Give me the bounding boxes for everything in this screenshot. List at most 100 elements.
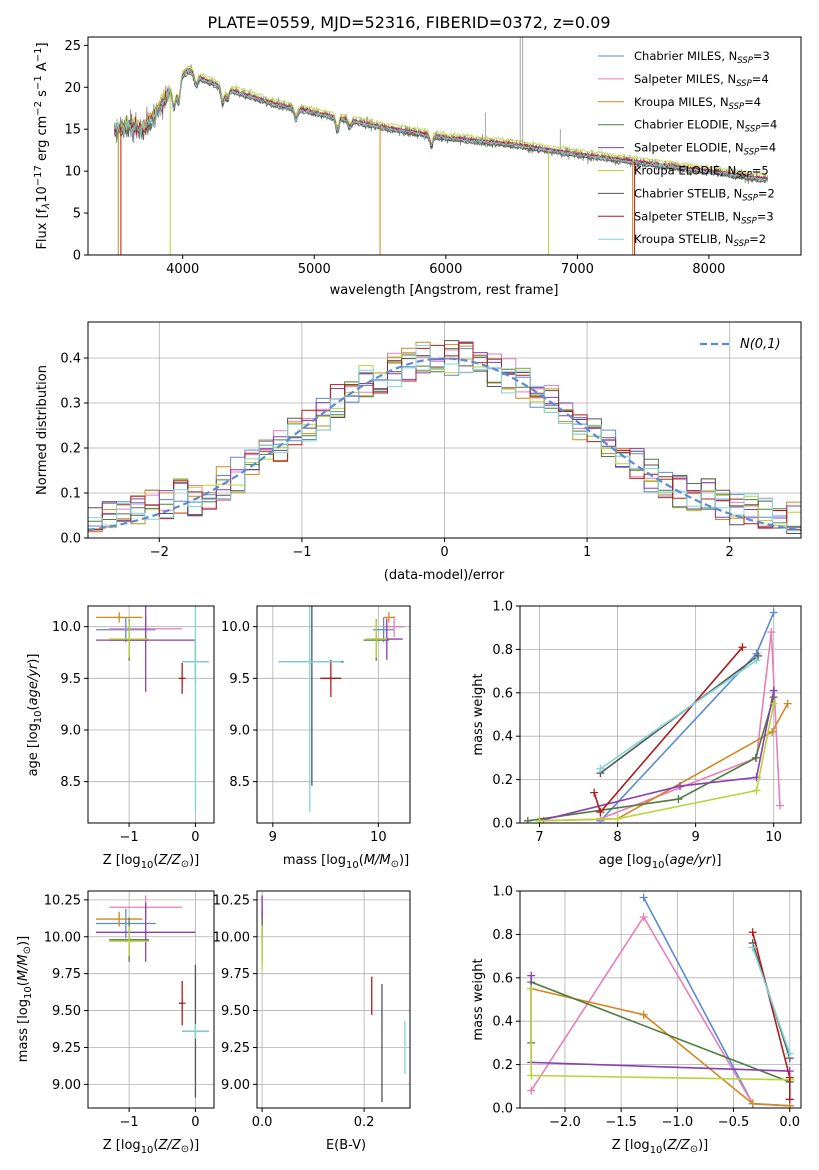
spectrum-panel: 4000 5000 6000 7000 8000 0 5 10 15 20 25 PLATE=0559… xyxy=(33,13,802,298)
legend-subscript: SSP xyxy=(736,171,752,181)
plus-marker xyxy=(535,816,544,823)
plus-marker xyxy=(775,801,784,810)
plus-marker xyxy=(768,727,777,736)
y-tick-label: 9.75 xyxy=(221,967,250,982)
x-tick-label: 0.0 xyxy=(779,1115,800,1130)
x-tick-label: 7000 xyxy=(561,262,594,277)
x-tick-label: 9 xyxy=(269,830,277,845)
plus-marker xyxy=(754,651,763,660)
x-tick-label: 0 xyxy=(440,545,448,560)
x-tick-label: −1 xyxy=(120,1115,139,1130)
legend-label: Chabrier ELODIE, NSSP=4 xyxy=(634,118,777,135)
legend-label: Salpeter ELODIE, NSSP=4 xyxy=(634,141,776,158)
y-tick-label: 0.0 xyxy=(492,817,513,832)
plot-area xyxy=(88,340,801,538)
plus-marker xyxy=(752,786,761,795)
model-spectrum-line xyxy=(114,64,769,177)
x-tick-label: 7 xyxy=(535,830,543,845)
y-tick-label: 1.0 xyxy=(492,885,513,900)
x-tick-label: 0 xyxy=(191,830,199,845)
y-tick-label: 10.0 xyxy=(52,620,81,635)
y-tick-label: 0.2 xyxy=(492,773,513,788)
legend-label: Salpeter STELIB, NSSP=3 xyxy=(634,209,774,226)
y-tick-label: 20 xyxy=(64,81,81,96)
legend-label: Kroupa STELIB, NSSP=2 xyxy=(634,232,766,249)
plus-marker xyxy=(738,643,747,652)
x-tick-label: 9 xyxy=(691,830,699,845)
plus-marker xyxy=(527,1086,536,1095)
plus-marker xyxy=(752,656,761,665)
plus-marker xyxy=(676,782,685,791)
x-tick-label: 2 xyxy=(726,545,734,560)
plus-marker xyxy=(527,984,536,993)
y-axis-label: Normed distribution xyxy=(35,365,50,495)
y-tick-label: 9.5 xyxy=(60,672,81,687)
plot-area xyxy=(523,608,792,823)
y-tick-label: 25 xyxy=(64,39,81,54)
x-axis-label: Z [log10(Z/Z⊙)] xyxy=(103,853,200,871)
legend-value: =4 xyxy=(760,118,777,132)
normal-reference-curve xyxy=(88,357,801,532)
x-axis-label: E(B-V) xyxy=(326,1138,366,1153)
series-line xyxy=(527,696,775,822)
y-tick-label: 10.25 xyxy=(44,893,81,908)
y-tick-label: 0 xyxy=(73,249,81,264)
plus-marker xyxy=(523,816,532,823)
y-tick-label: 0.8 xyxy=(492,643,513,658)
model-spectrum-line xyxy=(113,72,769,184)
y-tick-label: 8.5 xyxy=(229,775,250,790)
plus-marker xyxy=(639,1010,648,1019)
y-axis-label: mass weight xyxy=(471,958,486,1040)
massweight-vs-age-panel: 7 8 9 10 0.0 0.2 0.4 0.6 0.8 1.0 mass weight age [l… xyxy=(471,600,802,871)
axes-frame xyxy=(256,890,411,1109)
residual-histogram-panel: −2 −1 0 1 2 0.0 0.1 0.2 0.3 0.4 N(0,1) (data-model)… xyxy=(35,321,802,583)
axes-frame xyxy=(87,890,215,1109)
legend-label: Chabrier MILES, NSSP=3 xyxy=(634,49,770,66)
plus-marker xyxy=(783,699,792,708)
x-tick-label: 8000 xyxy=(692,262,725,277)
legend-subscript: SSP xyxy=(742,193,758,203)
y-tick-label: 8.5 xyxy=(60,775,81,790)
y-tick-label: 0.1 xyxy=(60,487,81,502)
y-tick-label: 0.0 xyxy=(60,532,81,547)
x-tick-label: 0 xyxy=(191,1115,199,1130)
plot-area xyxy=(113,37,769,255)
massweight-vs-metallicity-panel: −2.0 −1.5 −1.0 −0.5 0.0 0.0 0.2 0.4 0.6 0.8 1.0 mas… xyxy=(471,885,802,1156)
y-tick-label: 5 xyxy=(73,207,81,222)
x-axis-label: (data-model)/error xyxy=(384,568,505,583)
legend-value: =4 xyxy=(752,72,769,86)
x-tick-label: −0.5 xyxy=(718,1115,750,1130)
series-line xyxy=(543,703,789,822)
y-axis-label: mass weight xyxy=(471,673,486,755)
x-axis-label: mass [log10(M/M⊙)] xyxy=(283,853,409,871)
plus-marker xyxy=(751,753,760,762)
y-tick-label: 0.0 xyxy=(492,1102,513,1117)
plus-marker xyxy=(785,1049,794,1058)
legend-label: Chabrier STELIB, NSSP=2 xyxy=(634,186,775,203)
legend-subscript: SSP xyxy=(729,102,745,112)
legend-subscript: SSP xyxy=(736,79,752,89)
age-vs-metallicity-panel: −1 0 8.5 9.0 9.5 10.0 Z [log10(Z/Z⊙)] age [log1… xyxy=(26,605,215,871)
plus-marker xyxy=(767,628,776,637)
y-tick-label: 0.6 xyxy=(492,971,513,986)
y-tick-label: 0.2 xyxy=(60,442,81,457)
x-tick-label: 0.2 xyxy=(354,1115,375,1130)
plus-marker xyxy=(785,1095,794,1104)
axes-frame xyxy=(256,605,411,824)
series-line xyxy=(539,690,775,822)
axes-frame xyxy=(87,321,802,539)
legend-label: Kroupa MILES, NSSP=4 xyxy=(634,95,761,112)
series-line xyxy=(599,612,775,822)
y-tick-label: 0.3 xyxy=(60,397,81,412)
plot-area xyxy=(261,895,406,1103)
x-tick-label: 0.0 xyxy=(252,1115,273,1130)
x-tick-label: 5000 xyxy=(298,262,331,277)
plus-marker xyxy=(769,699,778,708)
plus-marker xyxy=(748,928,757,937)
plus-marker xyxy=(748,943,757,952)
plus-marker xyxy=(674,795,683,804)
legend-subscript: SSP xyxy=(734,239,750,249)
series-line xyxy=(599,659,757,770)
legend-subscript: SSP xyxy=(737,56,753,66)
